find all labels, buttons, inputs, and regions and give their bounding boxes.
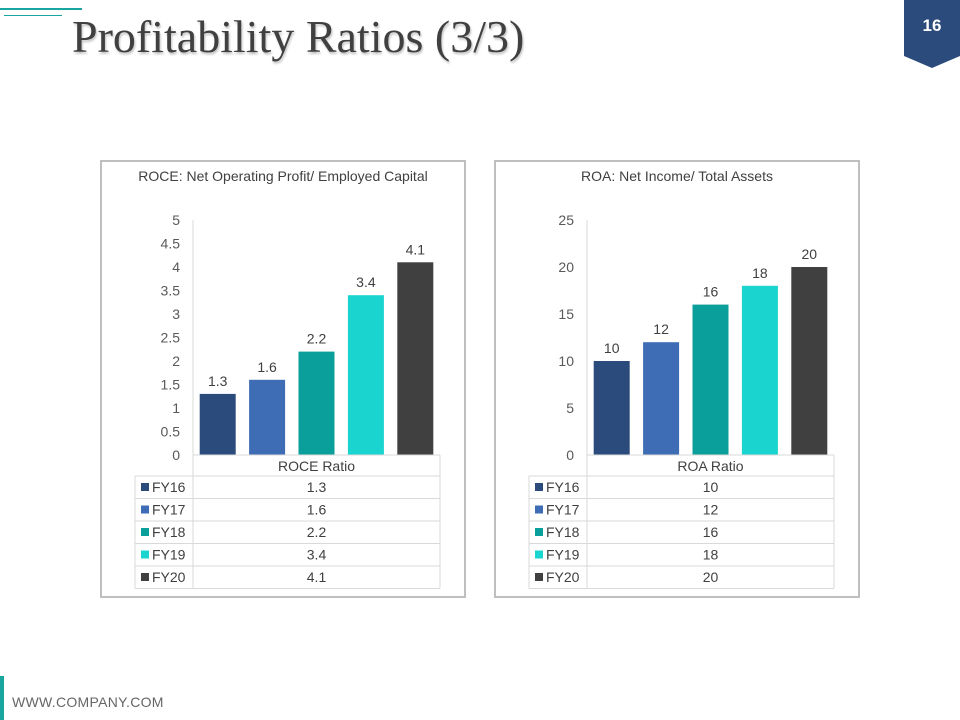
roce-table-value-fy20: 4.1 xyxy=(307,569,327,585)
footer-website: WWW.COMPANY.COM xyxy=(12,694,164,710)
roa-bar-value-label-fy19: 18 xyxy=(752,265,768,281)
roce-table-value-fy19: 3.4 xyxy=(307,547,327,563)
roa-chart-title: ROA: Net Income/ Total Assets xyxy=(581,168,773,184)
roce-table-value-fy17: 1.6 xyxy=(307,502,327,518)
page-title: Profitability Ratios (3/3) xyxy=(72,11,525,62)
roce-legend-swatch-fy19 xyxy=(141,550,149,559)
roa-table-header: ROA Ratio xyxy=(677,458,743,474)
roce-bar-fy20 xyxy=(397,262,434,455)
roce-legend-swatch-fy18 xyxy=(141,528,149,536)
roce-table-category-fy18: FY18 xyxy=(152,524,186,540)
roce-bar-value-label-fy20: 4.1 xyxy=(406,241,426,257)
roa-bar-fy17 xyxy=(643,342,680,455)
roa-chart-panel: ROA: Net Income/ Total Assets 0 5 10 15 20 25 1… xyxy=(494,160,860,598)
roce-legend-swatch-fy16 xyxy=(141,483,149,491)
roce-bar-value-label-fy16: 1.3 xyxy=(208,373,228,389)
roce-y-tick-label-0: 0 xyxy=(172,447,180,463)
roa-table-category-fy16: FY16 xyxy=(546,479,580,495)
roa-table-category-fy17: FY17 xyxy=(546,502,580,518)
badge-shape xyxy=(904,0,960,68)
roa-y-tick-label-0: 0 xyxy=(566,447,574,463)
roa-table-value-fy17: 12 xyxy=(703,502,719,518)
roa-bar-fy16 xyxy=(593,361,630,455)
roce-table-value-fy16: 1.3 xyxy=(307,479,327,495)
roa-table-value-fy18: 16 xyxy=(703,524,719,540)
roce-bar-fy16 xyxy=(199,393,236,455)
roa-table-value-fy16: 10 xyxy=(703,479,719,495)
roa-table-value-fy20: 20 xyxy=(703,569,719,585)
roce-legend-swatch-fy17 xyxy=(141,505,149,514)
title-accent-line xyxy=(0,8,82,10)
roa-legend-swatch-fy19 xyxy=(535,550,543,559)
roce-bar-fy17 xyxy=(249,379,286,455)
roce-table-category-fy19: FY19 xyxy=(152,547,186,563)
roce-bar-fy19 xyxy=(347,295,384,455)
roce-table-category-fy20: FY20 xyxy=(152,569,186,585)
roa-table-category-fy19: FY19 xyxy=(546,547,580,563)
roce-chart: ROCE: Net Operating Profit/ Employed Cap… xyxy=(100,160,466,598)
roa-bar-fy19 xyxy=(741,285,778,455)
roa-bar-value-label-fy16: 10 xyxy=(604,340,620,356)
roa-y-tick-label-2: 10 xyxy=(558,353,574,369)
title-accent-line-secondary xyxy=(4,15,62,16)
roa-bar-value-label-fy20: 20 xyxy=(802,246,818,262)
roce-table-value-fy18: 2.2 xyxy=(307,524,327,540)
roa-table-value-fy19: 18 xyxy=(703,547,719,563)
roa-y-tick-label-4: 20 xyxy=(558,259,574,275)
roa-table-category-fy20: FY20 xyxy=(546,569,580,585)
roa-y-tick-label-3: 15 xyxy=(558,306,574,322)
roa-legend-swatch-fy18 xyxy=(535,528,543,536)
slide-number: 16 xyxy=(922,16,942,35)
roa-y-tick-label-5: 25 xyxy=(558,212,574,228)
roa-bar-fy18 xyxy=(692,304,729,455)
roce-y-tick-label-10: 5 xyxy=(172,212,180,228)
roce-bar-value-label-fy17: 1.6 xyxy=(257,359,277,375)
roa-bar-fy20 xyxy=(791,267,828,455)
roce-y-tick-label-6: 3 xyxy=(172,306,180,322)
roce-legend-swatch-fy20 xyxy=(141,573,149,581)
roa-bar-value-label-fy18: 16 xyxy=(703,284,719,300)
roce-y-tick-label-5: 2.5 xyxy=(161,330,181,346)
roce-bar-fy18 xyxy=(298,351,335,455)
roa-table-category-fy18: FY18 xyxy=(546,524,580,540)
roce-y-tick-label-3: 1.5 xyxy=(161,377,181,393)
roce-table-category-fy17: FY17 xyxy=(152,502,186,518)
roa-bar-value-label-fy17: 12 xyxy=(653,321,669,337)
roce-y-tick-label-9: 4.5 xyxy=(161,236,181,252)
roa-legend-swatch-fy20 xyxy=(535,573,543,581)
roce-y-tick-label-2: 1 xyxy=(172,400,180,416)
roce-y-tick-label-1: 0.5 xyxy=(161,424,181,440)
roce-bar-value-label-fy19: 3.4 xyxy=(356,274,376,290)
roa-chart: ROA: Net Income/ Total Assets 0 5 10 15 20 25 1… xyxy=(494,160,860,598)
roce-table-category-fy16: FY16 xyxy=(152,479,186,495)
roa-legend-swatch-fy17 xyxy=(535,505,543,514)
roce-y-tick-label-7: 3.5 xyxy=(161,283,181,299)
roce-table-header: ROCE Ratio xyxy=(278,458,355,474)
roce-bar-value-label-fy18: 2.2 xyxy=(307,331,327,347)
slide-number-badge: 16 xyxy=(904,0,960,70)
roa-y-tick-label-1: 5 xyxy=(566,400,574,416)
roce-chart-title: ROCE: Net Operating Profit/ Employed Cap… xyxy=(138,168,427,184)
roce-chart-panel: ROCE: Net Operating Profit/ Employed Cap… xyxy=(100,160,466,598)
roa-legend-swatch-fy16 xyxy=(535,483,543,491)
roce-y-tick-label-8: 4 xyxy=(172,259,180,275)
footer-accent-bar xyxy=(0,676,4,720)
roce-y-tick-label-4: 2 xyxy=(172,353,180,369)
